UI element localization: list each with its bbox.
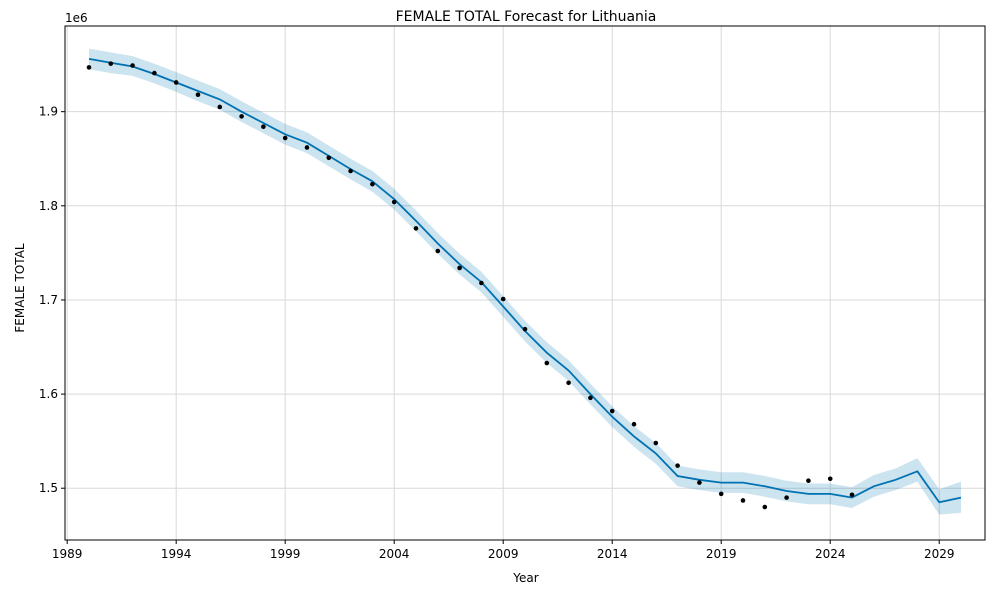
x-tick-label: 2019 bbox=[706, 547, 737, 561]
plot-frame bbox=[64, 25, 986, 541]
y-tick-label: 1.8 bbox=[39, 199, 58, 213]
x-tick-label: 2004 bbox=[379, 547, 410, 561]
chart-title: FEMALE TOTAL Forecast for Lithuania bbox=[396, 9, 657, 25]
y-axis-ticks: 1.5 1.6 1.7 1.8 1.9 bbox=[39, 105, 65, 495]
observed-point bbox=[522, 326, 528, 332]
observed-point bbox=[326, 155, 332, 161]
observed-point bbox=[391, 199, 397, 205]
y-tick-label: 1.6 bbox=[39, 387, 58, 401]
observed-point bbox=[217, 104, 223, 110]
y-tick-label: 1.5 bbox=[39, 481, 58, 495]
grid-lines bbox=[65, 26, 985, 540]
x-tick-label: 1989 bbox=[52, 547, 83, 561]
observed-point bbox=[762, 504, 768, 510]
observed-point bbox=[413, 226, 419, 231]
observed-point bbox=[631, 421, 637, 427]
observed-point bbox=[130, 63, 135, 68]
y-axis-label: FEMALE TOTAL bbox=[13, 243, 27, 333]
observed-point bbox=[806, 478, 811, 483]
observed-point bbox=[479, 280, 484, 286]
observed-points bbox=[86, 61, 855, 510]
observed-point bbox=[370, 181, 375, 187]
y-offset-label: 1e6 bbox=[65, 11, 88, 25]
observed-point bbox=[784, 495, 789, 500]
x-tick-label: 2014 bbox=[597, 547, 628, 561]
x-tick-label: 2029 bbox=[924, 547, 955, 561]
observed-point bbox=[108, 61, 114, 66]
observed-point bbox=[544, 360, 550, 366]
observed-point bbox=[282, 135, 288, 141]
observed-point bbox=[261, 124, 266, 130]
observed-point bbox=[653, 440, 659, 446]
x-tick-label: 1994 bbox=[161, 547, 192, 561]
observed-point bbox=[609, 408, 615, 414]
observed-point bbox=[304, 145, 310, 150]
observed-point bbox=[718, 491, 724, 497]
observed-point bbox=[827, 476, 833, 482]
observed-point bbox=[435, 248, 441, 254]
observed-point bbox=[86, 65, 92, 70]
observed-point bbox=[173, 80, 179, 85]
x-axis-ticks: 1989 1994 1999 2004 2009 2014 2019 2024 2029 bbox=[52, 540, 955, 561]
observed-point bbox=[195, 92, 201, 98]
observed-point bbox=[239, 114, 244, 119]
observed-point bbox=[348, 168, 353, 174]
observed-point bbox=[849, 492, 855, 498]
x-tick-label: 2009 bbox=[488, 547, 519, 561]
observed-point bbox=[500, 296, 506, 302]
observed-point bbox=[457, 265, 462, 271]
observed-point bbox=[675, 463, 680, 468]
x-axis-label: Year bbox=[512, 571, 538, 585]
x-tick-label: 2024 bbox=[815, 547, 846, 561]
observed-point bbox=[566, 380, 571, 386]
y-tick-label: 1.7 bbox=[39, 293, 58, 307]
y-tick-label: 1.9 bbox=[39, 105, 58, 119]
observed-point bbox=[697, 480, 702, 485]
x-tick-label: 1999 bbox=[270, 547, 301, 561]
observed-point bbox=[152, 70, 157, 76]
observed-point bbox=[588, 395, 593, 401]
observed-point bbox=[740, 498, 746, 503]
